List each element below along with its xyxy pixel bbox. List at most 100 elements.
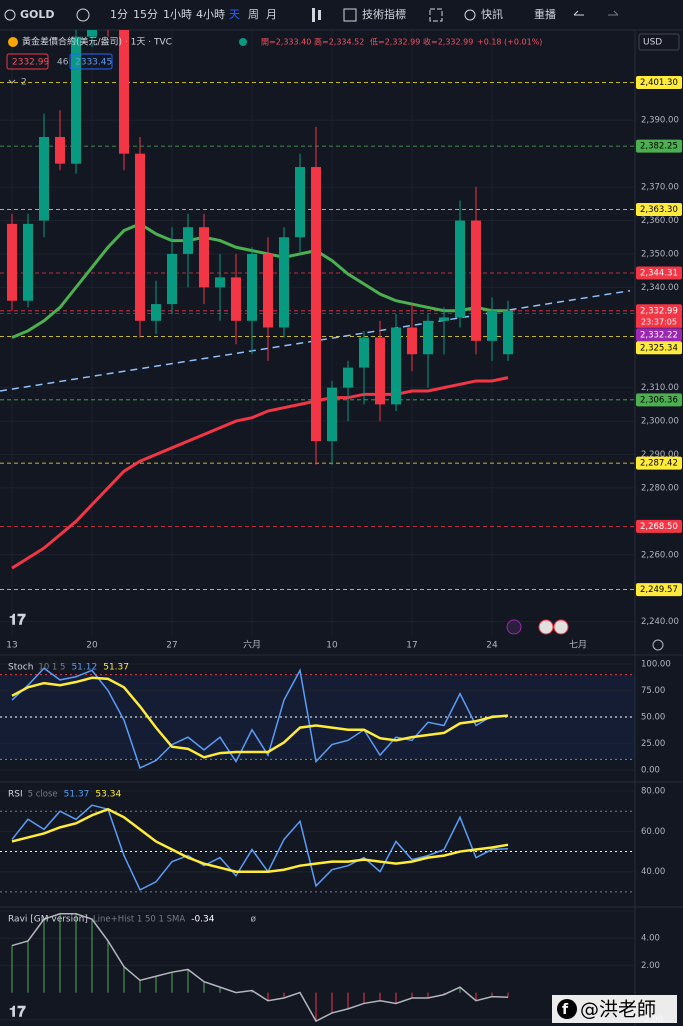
price-tag-label: 2,332.22 — [640, 330, 678, 340]
overlay: 2,240.00 2,260.00 2,280.00 2,290.00 2,300.00… — [6, 75, 682, 1025]
interval[interactable]: 月 — [266, 8, 277, 21]
candle-body — [7, 223, 17, 301]
indicator-readout: 51.37 — [103, 663, 129, 673]
indicator-extra: ø — [251, 915, 257, 925]
currency-box[interactable] — [638, 33, 680, 51]
indicator-line — [11, 676, 509, 759]
price-tag-label: 2,287.42 — [640, 459, 678, 469]
indicator-line — [11, 804, 509, 891]
y-tick-label: 0.00 — [641, 766, 660, 776]
rsi-pane — [0, 790, 635, 893]
price-tag-label: 2,249.57 — [640, 585, 678, 595]
bid[interactable]: 2332.99 — [12, 58, 49, 68]
price-tag — [636, 456, 682, 470]
y-tick-label: 2.00 — [641, 961, 660, 971]
chart-type-button[interactable] — [312, 8, 315, 22]
buy-box[interactable] — [69, 53, 113, 70]
event-icon[interactable] — [538, 619, 554, 635]
collapsed-count: 2 — [21, 78, 27, 88]
candle-body — [503, 310, 513, 355]
indicator-title: RSI — [8, 790, 23, 800]
y-tick-label: 2,290.00 — [641, 450, 679, 460]
candle-body — [471, 220, 481, 341]
candle-body — [87, 30, 97, 37]
interval-active[interactable]: 天 — [229, 8, 240, 21]
candle-body — [183, 227, 193, 254]
y-tick-label: 2,260.00 — [641, 550, 679, 560]
candle-body — [423, 320, 433, 355]
price-tag-label: 2,401.30 — [640, 78, 678, 88]
indicators-button[interactable]: 技術指標 — [362, 7, 406, 21]
y-tick-label: 2,360.00 — [641, 216, 679, 226]
indicator-readout: -0.34 — [191, 915, 215, 925]
facebook-icon — [557, 999, 577, 1019]
collapse-arrow[interactable] — [8, 79, 16, 84]
price-tag — [636, 75, 682, 89]
indicators-icon — [343, 8, 357, 22]
redo-button[interactable] — [608, 10, 619, 16]
ohlc-close: 收=2,332.99 — [423, 37, 473, 47]
candle-body — [327, 387, 337, 442]
facebook-glyph: f — [562, 1002, 569, 1018]
event-icon[interactable] — [506, 619, 522, 635]
x-tick-label: 24 — [486, 641, 498, 651]
candle-body — [151, 304, 161, 321]
undo-button[interactable] — [573, 10, 584, 16]
candle-body — [215, 277, 225, 288]
layout-button[interactable] — [429, 8, 443, 22]
interval[interactable]: 15分 — [133, 8, 158, 21]
currency[interactable]: USD — [643, 38, 662, 48]
settings-button[interactable] — [652, 639, 664, 651]
candle-body — [247, 253, 257, 321]
sell-box[interactable] — [6, 53, 49, 70]
price-tag-label: 2,382.25 — [640, 142, 678, 152]
symbol-icon — [8, 37, 18, 47]
y-tick-label: 2,350.00 — [641, 249, 679, 259]
candle-body — [407, 327, 417, 355]
ohlc-change: +0.18 (+0.01%) — [477, 38, 542, 47]
event-icon[interactable] — [553, 619, 569, 635]
market-status — [239, 38, 247, 46]
alert-icon — [464, 9, 476, 21]
indicator-line — [11, 913, 509, 1023]
y-tick-label: 60.00 — [641, 827, 665, 837]
candle-body — [311, 167, 321, 442]
price-tag — [636, 328, 682, 342]
y-tick-label: 2,370.00 — [641, 183, 679, 193]
replay-button[interactable]: 重播 — [534, 7, 556, 21]
candle-body — [199, 227, 209, 288]
tv-logo: 𝟏𝟕 — [9, 1003, 26, 1021]
price-tag — [636, 139, 682, 153]
chart-type-icon — [318, 10, 321, 20]
interval[interactable]: 4小時 — [196, 8, 225, 21]
symbol[interactable]: GOLD — [20, 8, 55, 21]
indicator-readout: 51.12 — [71, 663, 97, 673]
candle-body — [135, 153, 145, 321]
alerts-button[interactable]: 快訊 — [481, 7, 503, 21]
x-tick-label: 13 — [6, 641, 17, 651]
y-tick-label: 40.00 — [641, 867, 665, 877]
compare-button[interactable] — [76, 8, 90, 22]
y-tick-label: 2,390.00 — [641, 116, 679, 126]
price-tag — [636, 583, 682, 597]
search-icon[interactable] — [4, 9, 16, 21]
main-pane — [0, 30, 635, 635]
tv-logo: 𝟏𝟕 — [9, 611, 26, 629]
candle-body — [55, 136, 65, 164]
candle-body — [167, 253, 177, 305]
ask[interactable]: 2333.45 — [75, 58, 112, 68]
indicator-title: Ravi [GM version] — [8, 915, 88, 925]
candle-body — [23, 223, 33, 301]
candle-body — [231, 277, 241, 321]
indicator-params: 5 close — [28, 790, 58, 800]
y-tick-label: 2,300.00 — [641, 417, 679, 427]
interval[interactable]: 周 — [248, 8, 259, 21]
indicator-params: 10 1 5 — [38, 663, 65, 673]
interval[interactable]: 1分 — [110, 8, 128, 21]
candle-body — [295, 167, 305, 238]
price-tag-label: 2,306.36 — [640, 395, 678, 405]
interval[interactable]: 1小時 — [163, 8, 192, 21]
candle-body — [279, 237, 289, 328]
moving-average — [11, 376, 509, 570]
